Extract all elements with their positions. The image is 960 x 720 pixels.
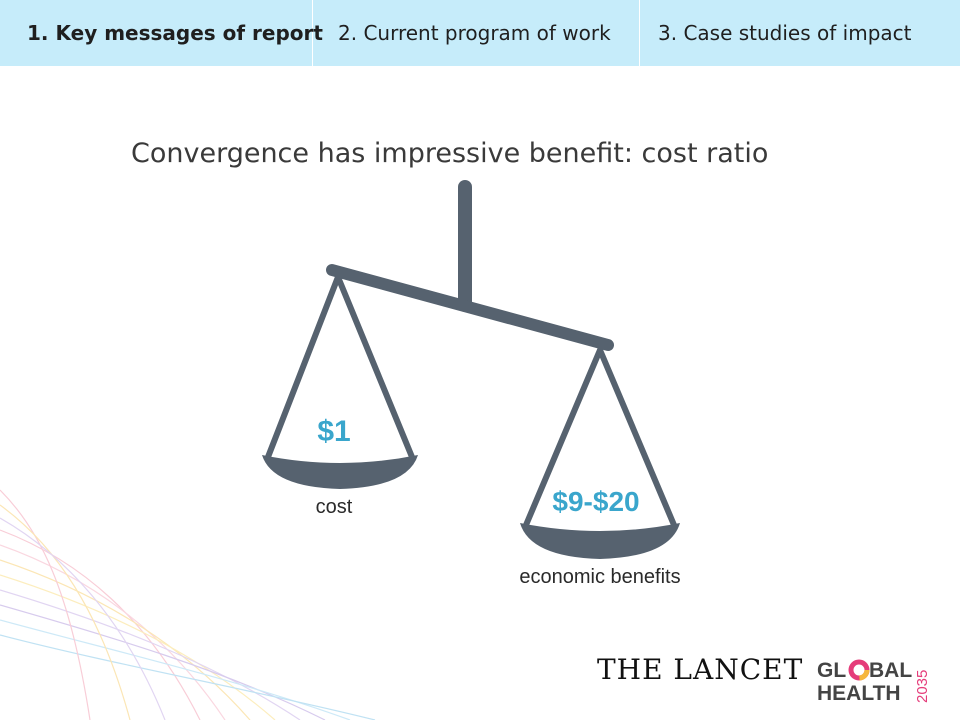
right-pan-value: $9-$20	[552, 486, 639, 517]
svg-text:GL: GL	[817, 659, 846, 682]
left-pan-strings	[265, 274, 415, 460]
svg-text:BAL: BAL	[869, 659, 912, 682]
slide-title: Convergence has impressive benefit: cost…	[131, 138, 769, 169]
tab-case-studies[interactable]: 3. Case studies of impact	[658, 21, 912, 45]
scale-frame	[265, 180, 677, 528]
lancet-logo: THE LANCET	[597, 653, 804, 686]
decorative-swirl	[0, 489, 376, 720]
scale-beam	[326, 264, 614, 351]
left-pan-label: cost	[316, 496, 353, 518]
global-health-2035-logo: GL BAL HEALTH 2035	[817, 659, 931, 705]
tab-key-messages[interactable]: 1. Key messages of report	[0, 0, 323, 66]
right-pan	[520, 523, 680, 559]
tab-current-program[interactable]: 2. Current program of work	[313, 0, 640, 66]
svg-text:2035: 2035	[914, 670, 931, 703]
svg-text:HEALTH: HEALTH	[817, 682, 901, 705]
section-tab-bar: 1. Key messages of report 2. Current pro…	[0, 0, 960, 66]
right-pan-label: economic benefits	[519, 566, 680, 588]
left-pan	[262, 455, 418, 489]
balance-scale: $1 cost $9-$20 economic benefits	[262, 180, 681, 588]
right-pan-strings	[523, 347, 677, 528]
left-pan-value: $1	[317, 415, 350, 448]
